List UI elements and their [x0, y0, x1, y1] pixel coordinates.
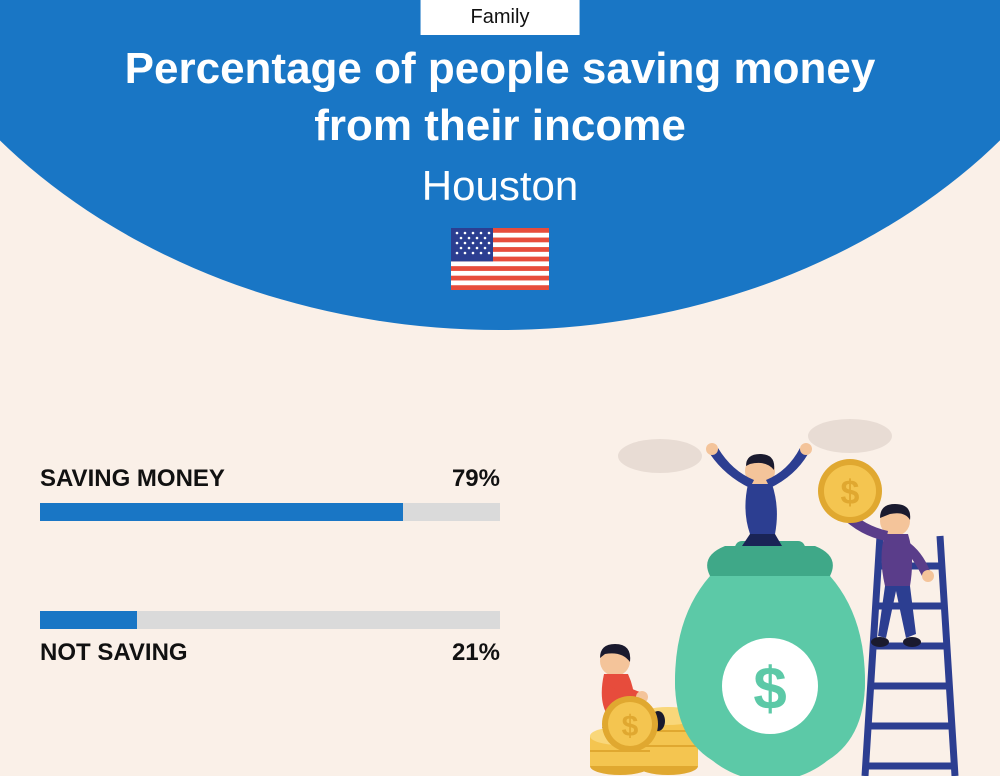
bar-notsaving-track	[40, 611, 500, 629]
category-tag: Family	[421, 0, 580, 35]
bar-notsaving: NOT SAVING 21%	[40, 611, 500, 667]
bar-saving-value: 79%	[452, 465, 500, 493]
bar-saving-labels: SAVING MONEY 79%	[40, 465, 500, 493]
location-subtitle: Houston	[0, 162, 1000, 210]
page-root: Family Percentage of people saving money…	[0, 0, 1000, 776]
bar-saving-label: SAVING MONEY	[40, 465, 225, 493]
person-top-icon	[706, 443, 812, 546]
title-block: Percentage of people saving money from t…	[0, 40, 1000, 210]
coin-icon: $	[602, 696, 658, 752]
svg-text:$: $	[753, 655, 786, 722]
bar-saving-track	[40, 503, 500, 521]
bar-notsaving-label: NOT SAVING	[40, 639, 188, 667]
svg-text:$: $	[622, 710, 639, 743]
money-bag-icon: $	[675, 541, 865, 776]
svg-text:$: $	[841, 474, 860, 512]
usa-flag-icon	[451, 228, 549, 295]
bar-saving-fill	[40, 503, 403, 521]
coin-icon: $	[818, 459, 882, 523]
bar-notsaving-labels: NOT SAVING 21%	[40, 639, 500, 667]
bar-notsaving-value: 21%	[452, 639, 500, 667]
bars-area: SAVING MONEY 79% NOT SAVING 21%	[40, 465, 500, 757]
savings-illustration: $	[560, 416, 980, 776]
bar-saving: SAVING MONEY 79%	[40, 465, 500, 521]
bar-notsaving-fill	[40, 611, 137, 629]
main-title: Percentage of people saving money from t…	[0, 40, 1000, 154]
